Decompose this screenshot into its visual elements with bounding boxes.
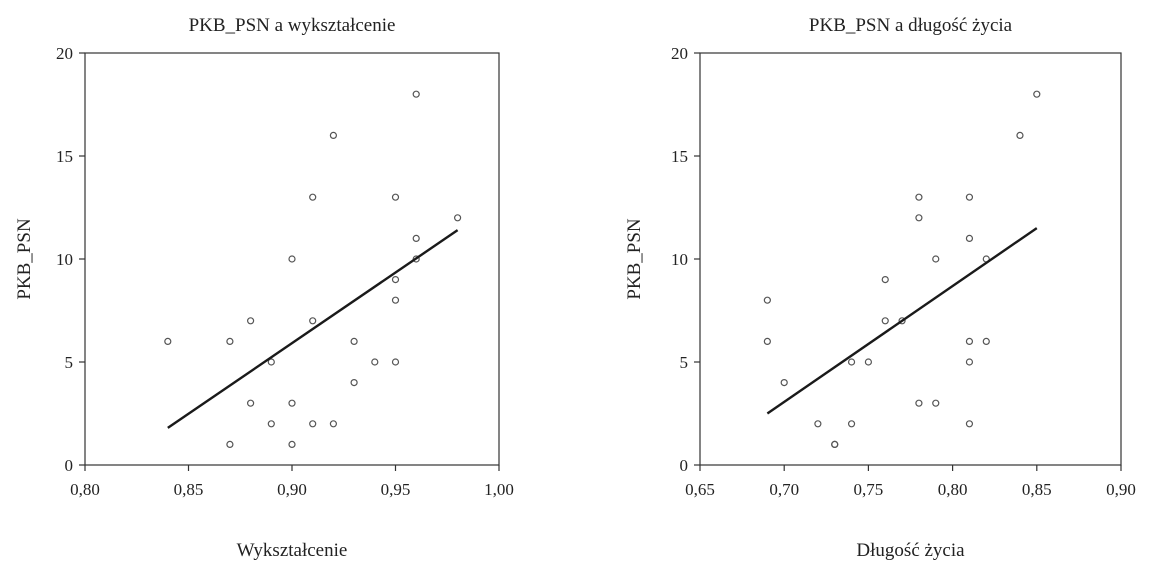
data-point <box>371 358 379 366</box>
x-tick-label: 0,70 <box>769 480 799 499</box>
y-tick-label: 0 <box>680 456 689 475</box>
data-point <box>932 255 940 263</box>
data-point <box>932 399 940 407</box>
data-point <box>391 296 400 304</box>
data-point <box>391 276 400 284</box>
data-point <box>1033 90 1041 98</box>
data-point <box>309 193 317 201</box>
data-point <box>847 420 856 428</box>
chart-2: PKB_PSN a długość życia 0,65 0,70 0,75 0,80 0… <box>624 15 1136 561</box>
data-point <box>965 358 974 366</box>
y-tick-label: 20 <box>56 44 73 63</box>
y-tick-label: 20 <box>671 44 688 63</box>
data-point <box>350 379 358 387</box>
trend-line <box>766 227 1038 415</box>
data-point <box>847 358 856 366</box>
data-point <box>164 337 172 345</box>
x-tick-label: 0,80 <box>70 480 100 499</box>
chart-title: PKB_PSN a długość życia <box>809 15 1013 36</box>
data-point <box>329 420 337 428</box>
y-tick-label: 0 <box>65 456 74 475</box>
data-point <box>965 420 974 428</box>
y-tick-label: 10 <box>56 250 73 269</box>
data-point <box>247 317 255 325</box>
y-axis-label: PKB_PSN <box>14 218 35 300</box>
data-point <box>864 358 873 366</box>
data-point <box>831 440 839 448</box>
data-point <box>814 420 822 428</box>
data-point <box>965 337 974 345</box>
data-point <box>226 337 234 345</box>
data-point <box>763 337 771 345</box>
data-point <box>288 440 296 448</box>
y-axis-label: PKB_PSN <box>624 218 645 300</box>
data-point <box>412 90 420 98</box>
y-tick-label: 5 <box>680 353 689 372</box>
x-tick-label: 0,85 <box>1022 480 1052 499</box>
data-point <box>965 234 974 242</box>
x-tick-label: 0,75 <box>854 480 884 499</box>
data-point <box>329 131 337 139</box>
data-point <box>881 317 889 325</box>
x-tick-label: 0,90 <box>1106 480 1136 499</box>
chart-1: PKB_PSN a wykształcenie 0,80 0,85 0,90 0,95 1… <box>14 15 514 561</box>
data-point <box>267 358 275 366</box>
plot-frame <box>699 52 1122 466</box>
data-point <box>288 399 296 407</box>
x-tick-label: 0,90 <box>277 480 307 499</box>
data-point <box>982 337 990 345</box>
data-point <box>350 337 358 345</box>
data-point <box>412 255 420 263</box>
data-point <box>288 255 296 263</box>
chart-title: PKB_PSN a wykształcenie <box>189 15 396 36</box>
data-point <box>226 440 234 448</box>
data-point <box>391 358 400 366</box>
x-tick-label: 0,85 <box>174 480 204 499</box>
data-point <box>898 317 906 325</box>
x-tick-label: 0,65 <box>685 480 715 499</box>
data-point <box>965 193 974 201</box>
data-point <box>247 399 255 407</box>
y-tick-label: 10 <box>671 250 688 269</box>
x-tick-label: 0,95 <box>381 480 411 499</box>
data-point <box>309 317 317 325</box>
plot-frame <box>84 52 500 466</box>
data-point <box>309 420 317 428</box>
data-point <box>915 399 923 407</box>
data-point <box>881 276 889 284</box>
trend-line <box>167 229 459 429</box>
y-tick-label: 15 <box>56 147 73 166</box>
x-axis-label: Długość życia <box>856 540 965 561</box>
x-tick-label: 0,80 <box>938 480 968 499</box>
y-tick-label: 5 <box>65 353 74 372</box>
data-point <box>1016 131 1024 139</box>
x-tick-label: 1,00 <box>484 480 514 499</box>
data-point <box>915 214 923 222</box>
data-point <box>915 193 923 201</box>
data-point <box>780 379 788 387</box>
data-point <box>267 420 275 428</box>
data-point <box>412 234 420 242</box>
data-point <box>391 193 400 201</box>
y-tick-label: 15 <box>671 147 688 166</box>
data-point <box>454 214 462 222</box>
x-axis-label: Wykształcenie <box>237 540 348 561</box>
data-point <box>763 296 771 304</box>
